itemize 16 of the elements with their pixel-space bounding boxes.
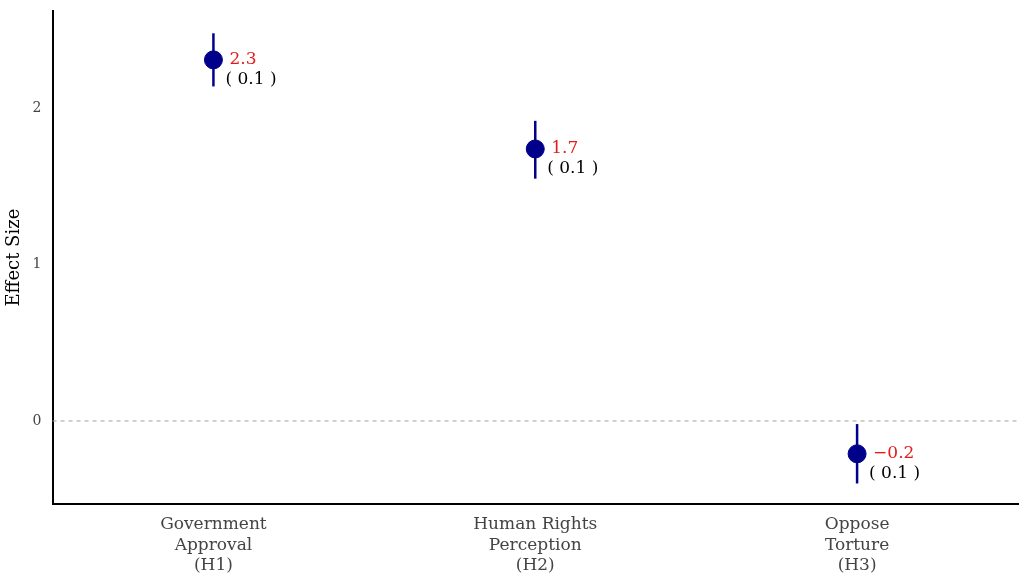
- annotation: ( 0.1 ): [547, 157, 599, 178]
- y-axis-title: Effect Size: [2, 208, 24, 307]
- point: [203, 50, 223, 70]
- x-tick-label: Oppose Torture (H3): [824, 513, 890, 575]
- data-label: −0.2: [873, 442, 915, 463]
- y-tick-label: 2: [32, 98, 42, 115]
- y-tick-label: 0: [32, 411, 42, 428]
- y-tick-label: 1: [32, 255, 42, 272]
- data-label: 1.7: [551, 137, 579, 158]
- annotation: ( 0.1 ): [869, 462, 921, 483]
- annotation: ( 0.1 ): [225, 68, 277, 89]
- data-label: 2.3: [229, 48, 257, 69]
- point: [525, 139, 545, 159]
- x-tick-label: Human Rights Perception (H2): [473, 513, 598, 575]
- point: [847, 444, 867, 464]
- x-tick-label: Government Approval (H1): [160, 513, 267, 575]
